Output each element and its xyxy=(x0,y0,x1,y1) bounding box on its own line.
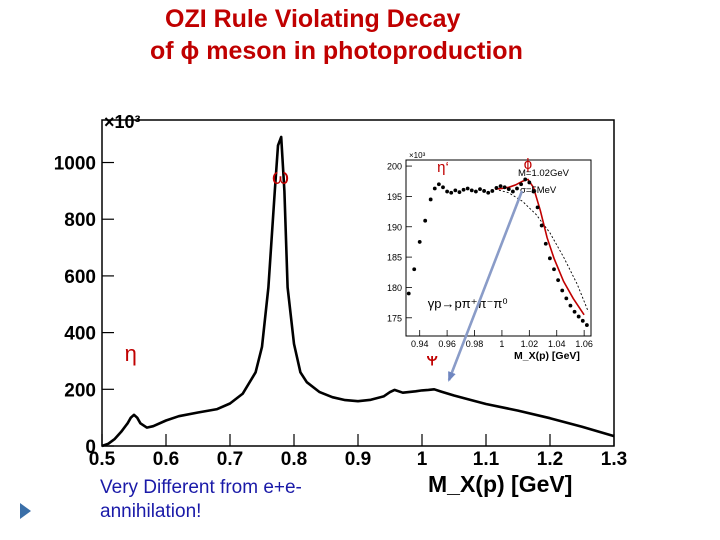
inset-annotation-label: η‘ xyxy=(437,159,449,176)
inset-xtick-label: 0.98 xyxy=(466,339,484,349)
annihilation-note-line-1: Very Different from e+e- xyxy=(100,477,302,498)
annihilation-note: Very Different from e+e- annihilation! xyxy=(100,476,302,524)
inset-data-point xyxy=(515,186,519,191)
inset-data-point xyxy=(494,186,499,190)
inset-data-point xyxy=(441,185,445,190)
inset-data-point xyxy=(535,205,540,210)
inset-data-point xyxy=(572,309,577,314)
inset-data-point xyxy=(473,189,478,194)
main-multiplier-label: ×10³ xyxy=(104,112,141,132)
main-xtick-label: 1.3 xyxy=(601,449,627,470)
inset-multiplier-label: ×10³ xyxy=(409,151,426,160)
inset-data-point xyxy=(465,186,470,191)
inset-plot-frame xyxy=(405,159,592,337)
inset-data-point xyxy=(432,186,437,191)
inset-data-point xyxy=(482,189,487,193)
main-ytick-label: 800 xyxy=(64,210,96,231)
inset-ytick-label: 195 xyxy=(387,192,402,202)
inset-ytick-label: 180 xyxy=(387,283,402,293)
inset-data-point xyxy=(461,187,466,192)
inset-x-axis-label: M_X(p) [GeV] xyxy=(514,350,580,362)
inset-xtick-label: 1.02 xyxy=(521,339,539,349)
inset-data-point xyxy=(445,189,450,194)
main-ytick-label: 1000 xyxy=(54,154,96,175)
main-peak-label: ω xyxy=(272,164,289,189)
inset-data-point xyxy=(423,218,428,223)
inset-data-point xyxy=(417,240,422,244)
inset-data-point xyxy=(519,182,524,187)
main-spectrum-line xyxy=(101,135,615,448)
inset-data-point xyxy=(564,296,569,301)
main-xtick-label: 0.7 xyxy=(217,449,243,470)
inset-data-point xyxy=(523,177,528,182)
inset-data-point xyxy=(506,187,511,192)
inset-annotation-label: ϕ xyxy=(524,156,532,173)
inset-annotation-label: γp→pπ⁺π⁻π⁰ xyxy=(428,296,508,311)
inset-ytick-label: 185 xyxy=(387,253,402,263)
main-xtick-label: 0.5 xyxy=(89,449,116,470)
inset-legend-mass: M=1.02GeV xyxy=(518,168,570,179)
inset-xtick-label: 1.04 xyxy=(548,339,566,349)
inset-data-point xyxy=(576,314,581,319)
inset-xtick-label: 1.06 xyxy=(575,339,593,349)
inset-data-point xyxy=(469,188,474,193)
inset-data-point xyxy=(547,256,552,261)
inset-data-point xyxy=(412,267,417,272)
annihilation-note-line-2: annihilation! xyxy=(100,501,202,522)
inset-data-point xyxy=(449,190,454,195)
main-ytick-label: 600 xyxy=(64,267,96,288)
main-ytick-label: 0 xyxy=(85,437,96,458)
inset-data-point xyxy=(560,288,565,293)
inset-data-point xyxy=(457,190,462,195)
bullet-arrow-icon xyxy=(20,503,31,519)
inset-ytick-label: 200 xyxy=(387,162,402,172)
inset-data-point xyxy=(531,189,536,194)
phi-link-arrow xyxy=(447,190,524,382)
inset-data-point xyxy=(478,187,482,192)
main-xtick-label: 1.1 xyxy=(473,449,500,470)
inset-data-point xyxy=(580,318,585,323)
main-ytick-label: 400 xyxy=(64,324,96,345)
inset-xtick-label: 0.94 xyxy=(411,339,429,349)
inset-xtick-label: 0.96 xyxy=(438,339,456,349)
inset-ytick-label: 190 xyxy=(387,222,402,232)
inset-data-point xyxy=(428,197,433,202)
inset-data-point xyxy=(502,185,507,190)
inset-data-point xyxy=(486,190,491,195)
inset-data-point xyxy=(556,278,561,283)
main-xtick-label: 0.9 xyxy=(345,449,371,470)
main-xtick-label: 1.2 xyxy=(537,449,563,470)
inset-data-point xyxy=(498,184,503,188)
inset-data-point xyxy=(453,188,458,193)
inset-data-point xyxy=(490,189,495,193)
slide-title-line-1: OZI Rule Violating Decay xyxy=(165,5,461,33)
main-peak-label: η xyxy=(125,341,137,366)
slide-title-line-2: of ϕ meson in photoproduction xyxy=(150,37,523,65)
main-ytick-label: 200 xyxy=(64,380,96,401)
inset-data-point xyxy=(584,323,589,327)
inset-data-point xyxy=(543,241,548,246)
inset-data-point xyxy=(539,223,544,228)
inset-data-point xyxy=(568,303,573,308)
inset-data-point xyxy=(510,189,515,194)
main-xtick-label: 0.8 xyxy=(281,449,307,470)
inset-ytick-label: 175 xyxy=(387,313,402,323)
inset-data-point xyxy=(552,267,556,272)
inset-xtick-label: 1 xyxy=(499,339,504,349)
inset-data-point xyxy=(527,180,532,185)
inset-data-point xyxy=(406,291,411,296)
main-x-axis-label: M_X(p) [GeV] xyxy=(428,471,572,497)
inset-background xyxy=(370,154,596,356)
main-xtick-label: 0.6 xyxy=(153,449,179,470)
inset-legend-width: σ=5MeV xyxy=(520,185,557,196)
main-xtick-label: 1 xyxy=(417,449,428,470)
inset-data-point xyxy=(436,182,441,187)
